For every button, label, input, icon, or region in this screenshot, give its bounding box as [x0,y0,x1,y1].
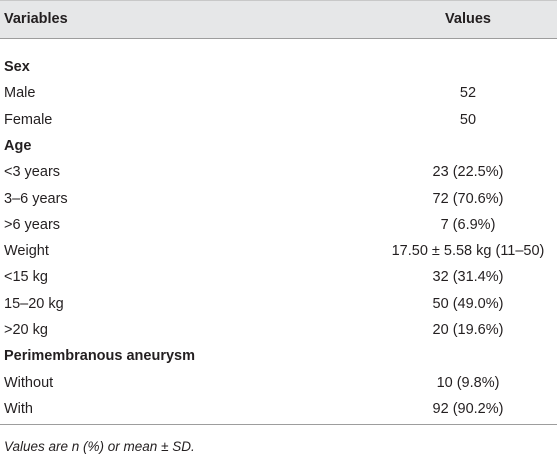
row-value: 7 (6.9%) [440,216,496,233]
row-value: 32 (31.4%) [432,269,504,286]
header-cell: Variables [4,11,68,27]
section-label: Perimembranous aneurysm [4,348,195,365]
row-label: <15 kg [4,269,48,286]
section-label: Sex [4,59,30,75]
bottom-rule [0,424,557,425]
row-label: 3–6 years [4,190,68,207]
row-label: Without [4,374,54,391]
section-label: Age [4,137,32,154]
row-label: Female [4,111,53,128]
row-label: <3 years [4,164,61,181]
row-label: >20 kg [4,322,48,338]
row-value: 72 (70.6%) [432,190,504,207]
row-value: 23 (22.5%) [432,164,504,181]
row-value: 50 (49.0%) [432,295,504,312]
row-value: 10 (9.8%) [436,374,500,391]
row-label: With [4,400,33,417]
row-label: >6 years [4,216,61,233]
row-value: 52 [459,85,477,102]
row-value: 20 (19.6%) [432,322,504,338]
row-label: 15–20 kg [4,295,64,312]
row-value: 50 [459,111,477,128]
footnote: Values are n (%) or mean ± SD. [4,439,195,454]
header-cell: Values [445,11,491,27]
row-value: 17.50 ± 5.58 kg (11–50) [391,243,545,260]
header-background [0,0,557,38]
header-rule [0,38,557,39]
row-label: Male [4,85,36,102]
row-label: Weight [4,243,49,260]
row-value: 92 (90.2%) [432,400,504,417]
